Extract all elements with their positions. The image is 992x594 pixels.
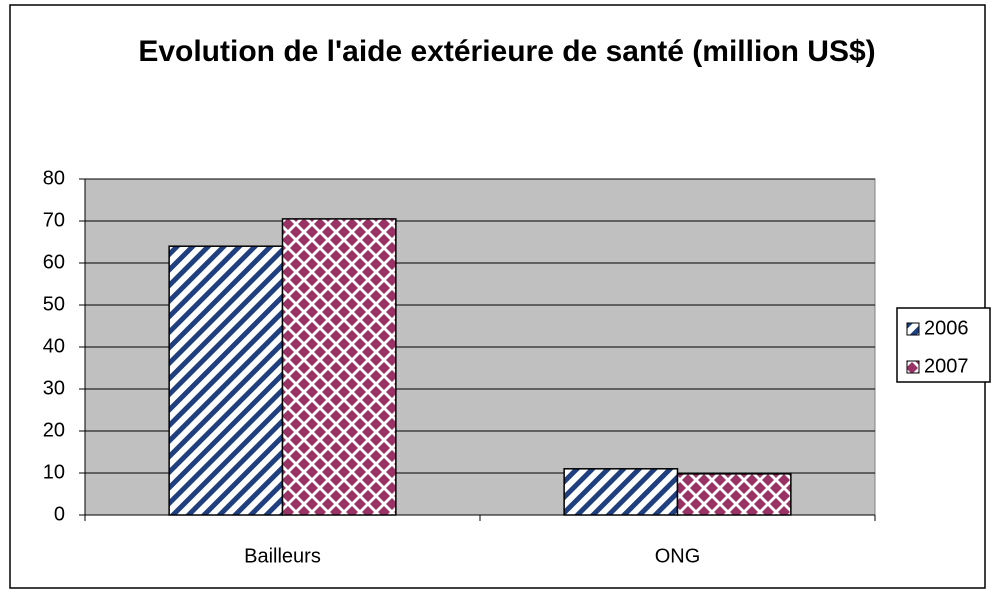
y-tick-label: 60	[43, 251, 65, 273]
x-tick-label: Bailleurs	[244, 545, 321, 567]
bar	[168, 245, 284, 516]
legend-label: 2006	[924, 317, 969, 339]
y-tick-label: 40	[43, 335, 65, 357]
legend-swatch	[906, 322, 920, 336]
legend-label: 2007	[924, 355, 969, 377]
x-tick-label: ONG	[655, 545, 701, 567]
y-tick-label: 20	[43, 419, 65, 441]
bar	[281, 218, 397, 516]
legend-swatch	[906, 360, 920, 374]
chart-title: Evolution de l'aide extérieure de santé …	[138, 35, 876, 68]
y-tick-label: 10	[43, 461, 65, 483]
bar	[563, 468, 679, 516]
bar	[676, 473, 792, 516]
y-tick-label: 0	[54, 503, 65, 525]
y-tick-label: 70	[43, 209, 65, 231]
y-tick-label: 50	[43, 293, 65, 315]
y-tick-label: 30	[43, 377, 65, 399]
y-tick-label: 80	[43, 167, 65, 189]
